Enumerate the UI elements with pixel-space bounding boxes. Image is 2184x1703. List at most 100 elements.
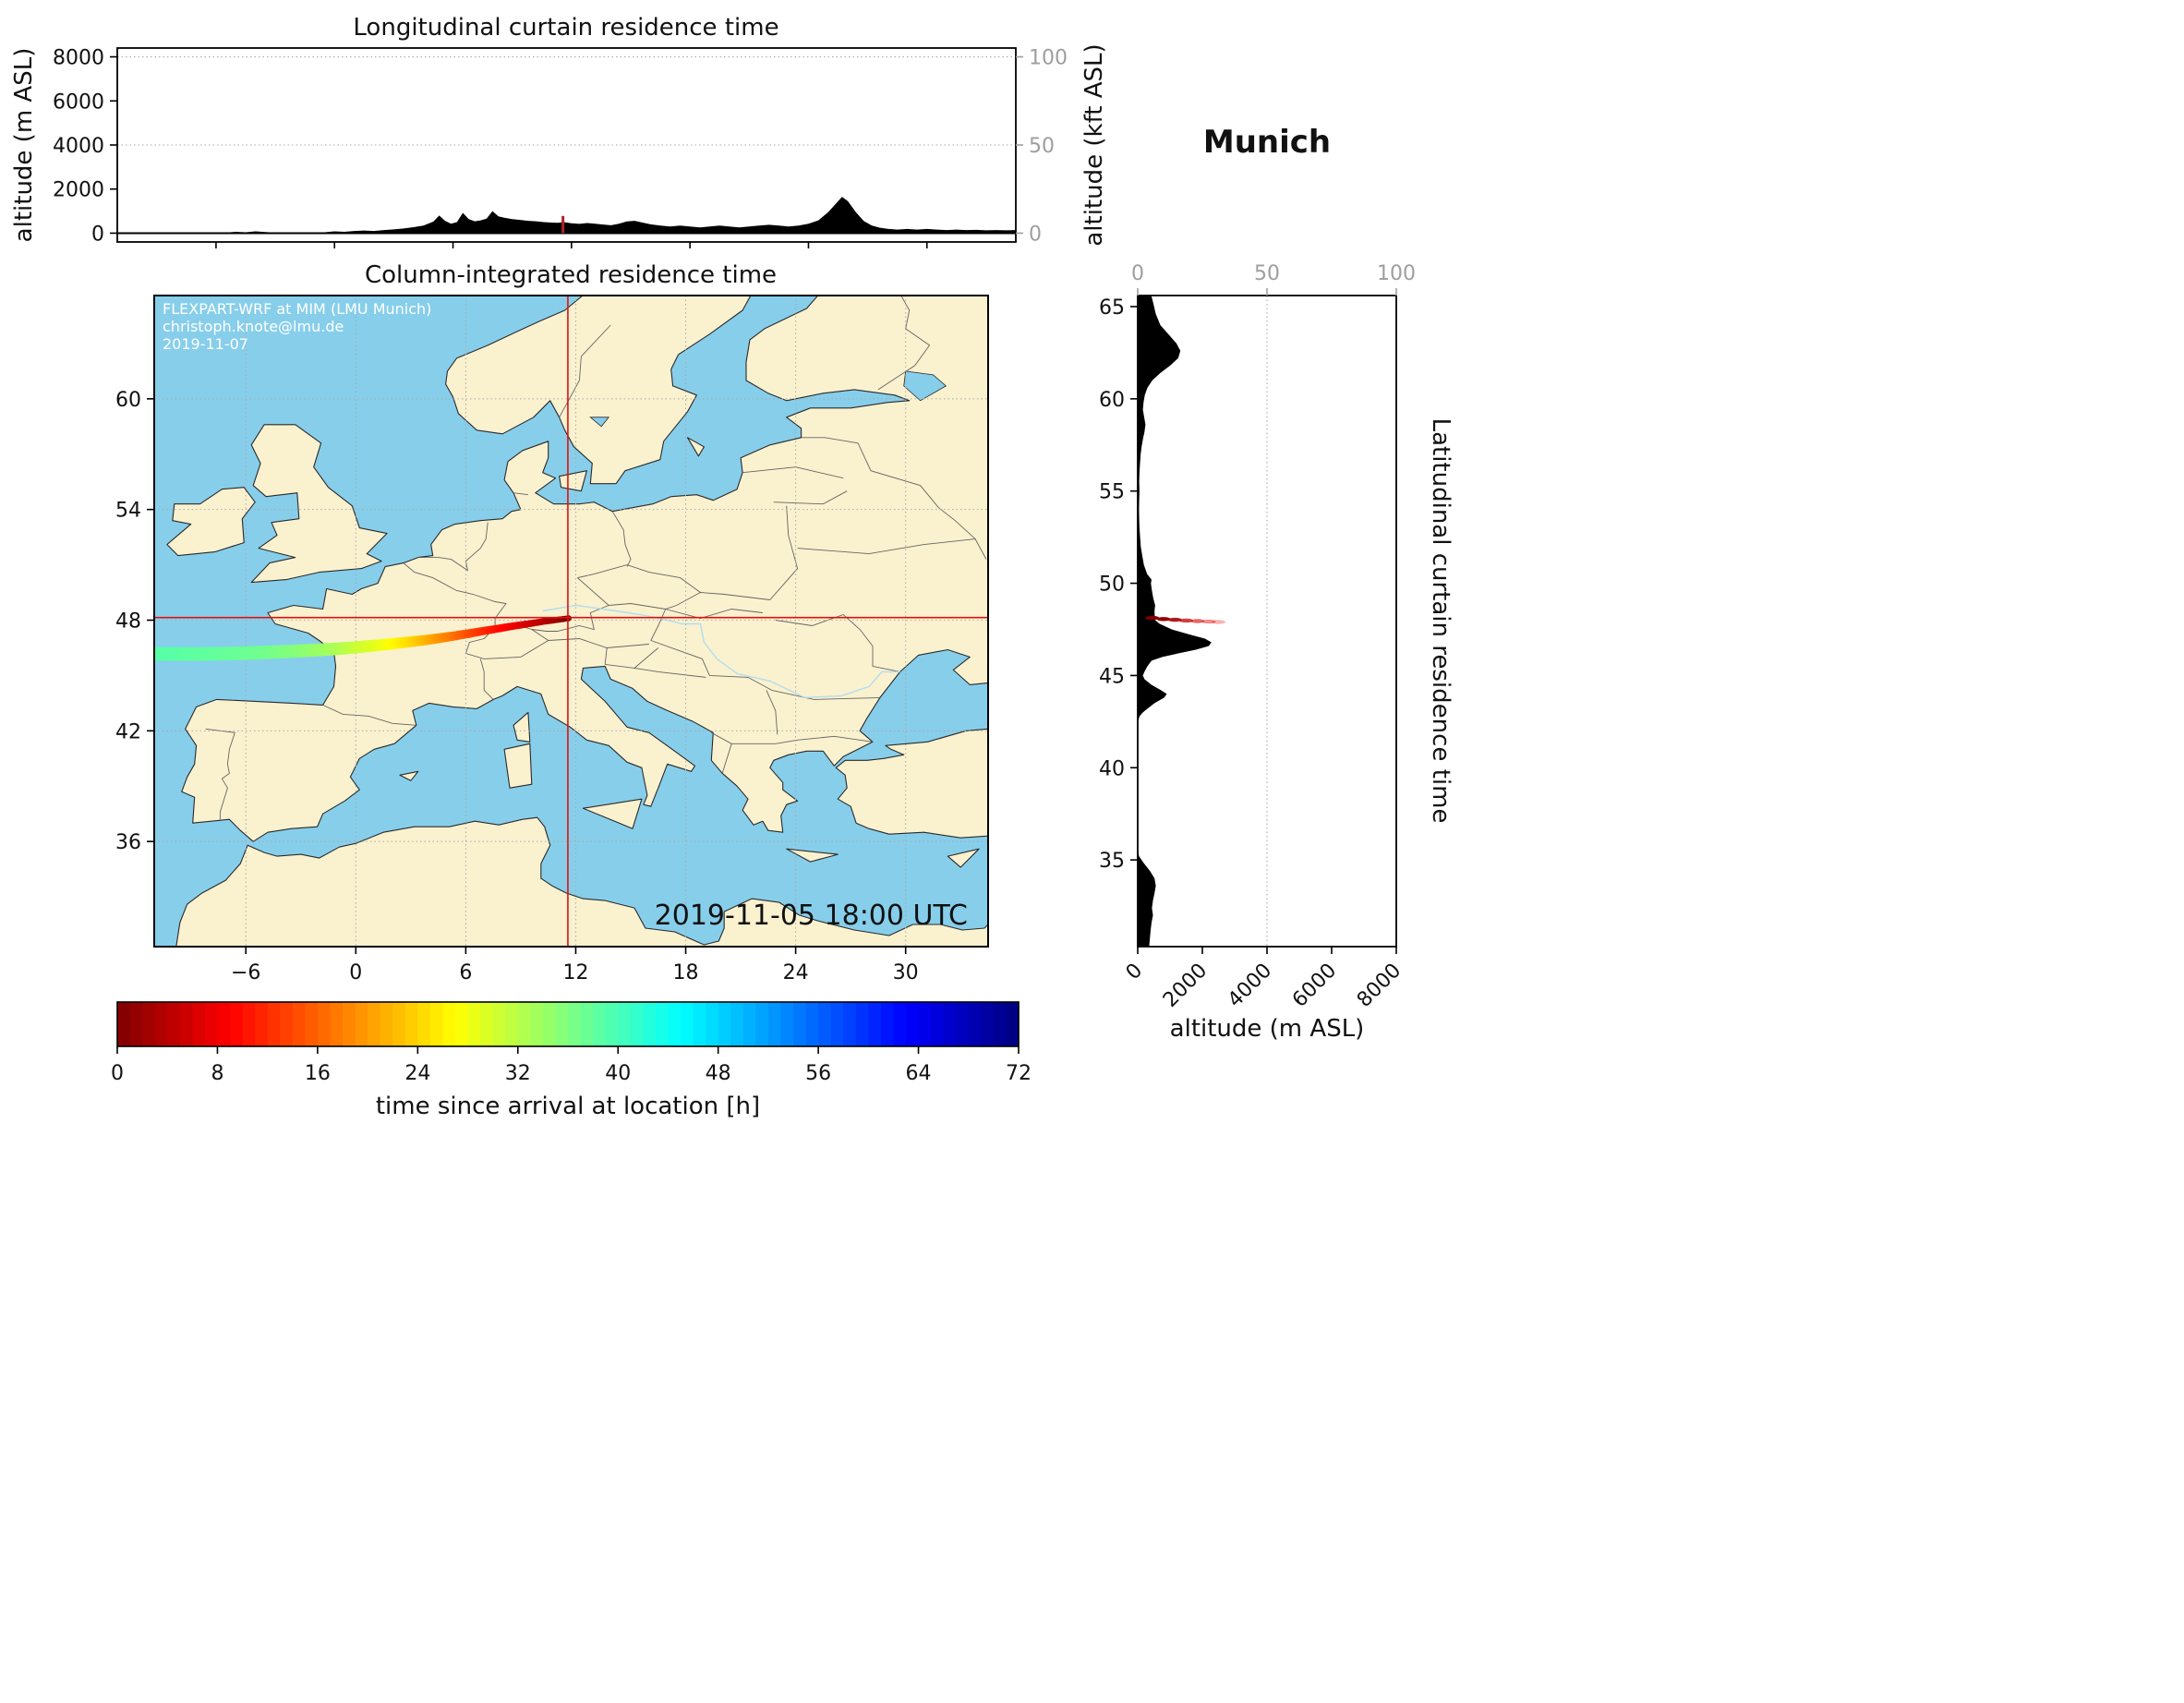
map-annotation-line3: 2019-11-07 <box>163 335 248 353</box>
land-polygon <box>181 296 988 842</box>
colorbar-segment <box>217 1002 231 1046</box>
colorbar-segment <box>355 1002 368 1046</box>
tick-label: 50 <box>1254 262 1280 285</box>
colorbar-segment <box>467 1002 481 1046</box>
country-border <box>403 562 507 628</box>
colorbar-segment <box>780 1002 794 1046</box>
colorbar-segment <box>429 1002 444 1046</box>
tick-label: 54 <box>115 500 141 523</box>
map-annotation-line1: FLEXPART-WRF at MIM (LMU Munich) <box>163 300 431 318</box>
country-border <box>801 437 859 444</box>
colorbar-segment <box>580 1002 594 1046</box>
land-polygon <box>686 437 705 457</box>
colorbar-segment <box>455 1002 469 1046</box>
country-border <box>766 690 778 735</box>
tick-label: 72 <box>1006 1062 1032 1085</box>
colorbar-segment <box>630 1002 644 1046</box>
land-polygon <box>947 848 980 868</box>
colorbar-segment <box>931 1002 945 1046</box>
tick-label: 12 <box>562 961 588 984</box>
colorbar-segment <box>668 1002 682 1046</box>
colorbar-segment <box>343 1002 356 1046</box>
country-border <box>633 667 706 678</box>
colorbar-segment <box>555 1002 569 1046</box>
colorbar-segment <box>830 1002 844 1046</box>
latitudinal-terrain-profile <box>1138 296 1212 947</box>
tick-label: 6000 <box>1288 960 1341 1012</box>
colorbar-segment <box>255 1002 269 1046</box>
plume-segment <box>1167 617 1182 622</box>
colorbar-segment <box>129 1002 143 1046</box>
tick-label: 30 <box>893 961 919 984</box>
colorbar-segment <box>693 1002 706 1046</box>
colorbar-segment <box>818 1002 832 1046</box>
tick-label: 42 <box>115 720 141 743</box>
land-polygon <box>399 770 419 781</box>
colorbar-segment <box>404 1002 418 1046</box>
tick-label: 100 <box>1377 262 1416 285</box>
colorbar-segment <box>918 1002 932 1046</box>
country-border <box>605 647 659 669</box>
colorbar-segment <box>392 1002 406 1046</box>
map-title: Column-integrated residence time <box>365 261 777 289</box>
tick-label: 8000 <box>53 47 104 70</box>
tick-label: 35 <box>1099 850 1125 873</box>
colorbar-segment <box>517 1002 531 1046</box>
country-border <box>773 490 848 505</box>
country-border <box>479 658 494 700</box>
colorbar-segment <box>480 1002 494 1046</box>
river <box>542 604 900 699</box>
tick-label: 2000 <box>53 179 104 202</box>
country-border <box>731 735 874 744</box>
colorbar-segment <box>117 1002 131 1046</box>
colorbar-segment <box>968 1002 982 1046</box>
tick-label: 50 <box>1029 135 1055 158</box>
latitudinal-curtain-panel: 35 40 45 50 55 60 65 0 2000 4000 6000 8000 0 50 100 Mu… <box>1099 124 1454 1043</box>
tick-label: 55 <box>1099 481 1125 504</box>
plume-segment <box>1179 618 1193 623</box>
tick-label: 8 <box>211 1062 223 1085</box>
tick-label: 16 <box>305 1062 331 1085</box>
plume-segment <box>1190 619 1205 623</box>
country-border <box>604 647 608 665</box>
colorbar-segment <box>568 1002 582 1046</box>
tick-label: 40 <box>1099 757 1125 780</box>
colorbar-segment <box>805 1002 819 1046</box>
colorbar-segment <box>242 1002 256 1046</box>
tick-label: 48 <box>706 1062 731 1085</box>
colorbar-segment <box>843 1002 857 1046</box>
lake-polygon <box>903 370 947 402</box>
land-polygon <box>835 728 988 839</box>
colorbar-segment <box>981 1002 995 1046</box>
colorbar-segment <box>167 1002 181 1046</box>
colorbar-segment <box>280 1002 294 1046</box>
tick-label: −6 <box>231 961 260 984</box>
colorbar-segment <box>142 1002 156 1046</box>
longitudinal-curtain-panel: 0 2000 4000 6000 8000 0 50 100 Longitudinal cur… <box>10 14 1108 248</box>
longitudinal-ylabel-left: altitude (m ASL) <box>10 48 38 243</box>
latitudinal-right-label: Latitudinal curtain residence time <box>1427 418 1454 824</box>
colorbar-segment <box>368 1002 381 1046</box>
colorbar-segment <box>179 1002 193 1046</box>
tick-label: 24 <box>783 961 809 984</box>
land-polygon <box>513 711 531 743</box>
colorbar-segment <box>742 1002 756 1046</box>
tick-label: 40 <box>605 1062 631 1085</box>
country-border <box>205 728 235 820</box>
colorbar-segment <box>906 1002 920 1046</box>
land-polygon <box>445 296 752 485</box>
plume-segment <box>1145 615 1160 621</box>
tick-label: 60 <box>1099 389 1125 412</box>
longitudinal-title: Longitudinal curtain residence time <box>353 14 778 42</box>
colorbar-segment <box>718 1002 731 1046</box>
tick-label: 6000 <box>53 91 104 114</box>
tick-label: 64 <box>906 1062 932 1085</box>
tick-label: 2000 <box>1159 960 1212 1012</box>
plume-segment <box>1212 620 1225 624</box>
land-polygon <box>250 424 388 584</box>
colorbar-segment <box>154 1002 168 1046</box>
tick-label: 0 <box>91 223 104 246</box>
colorbar-segment <box>855 1002 869 1046</box>
tick-label: 45 <box>1099 665 1125 688</box>
